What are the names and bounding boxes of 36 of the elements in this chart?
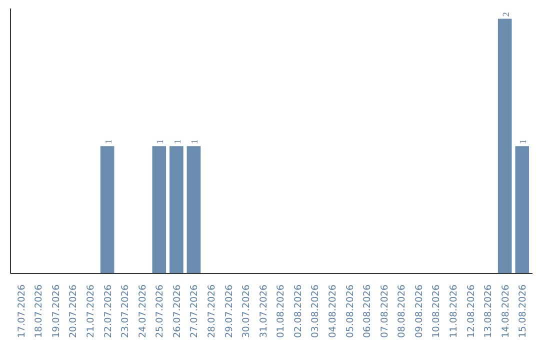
x-tick-label: 11.08.2026 bbox=[448, 284, 460, 338]
data-label: 1 bbox=[190, 139, 201, 144]
x-tick-label: 09.08.2026 bbox=[414, 284, 425, 338]
x-tick-label: 23.07.2026 bbox=[120, 284, 132, 338]
x-tick-label: 14.08.2026 bbox=[500, 284, 512, 338]
x-tick-label: 29.07.2026 bbox=[224, 284, 235, 338]
x-tick-label: 22.07.2026 bbox=[102, 284, 114, 338]
data-label: 1 bbox=[519, 139, 530, 144]
x-tick-label: 08.08.2026 bbox=[396, 284, 408, 338]
data-label: 2 bbox=[502, 12, 512, 17]
x-tick-label: 13.08.2026 bbox=[483, 284, 494, 338]
x-tick-label: 05.08.2026 bbox=[344, 284, 356, 338]
x-tick-label: 03.08.2026 bbox=[310, 284, 322, 338]
x-tick-label: 12.08.2026 bbox=[466, 284, 477, 338]
x-tick-label: 21.07.2026 bbox=[86, 284, 97, 338]
x-tick-label: 10.08.2026 bbox=[431, 284, 442, 338]
x-tick-label: 06.08.2026 bbox=[362, 284, 374, 338]
x-tick-label: 20.07.2026 bbox=[68, 284, 80, 338]
x-tick-label: 25.07.2026 bbox=[154, 284, 166, 338]
x-tick-label: 28.07.2026 bbox=[206, 284, 218, 338]
x-tick-label: 30.07.2026 bbox=[241, 284, 252, 338]
x-tick-label: 24.07.2026 bbox=[137, 284, 148, 338]
x-tick-label: 02.08.2026 bbox=[292, 284, 304, 338]
x-tick-label: 04.08.2026 bbox=[327, 284, 338, 338]
x-tick-label: 26.07.2026 bbox=[172, 284, 183, 338]
x-tick-label: 15.08.2026 bbox=[518, 284, 529, 338]
x-tick-label: 19.07.2026 bbox=[50, 284, 62, 338]
x-tick-label: 31.07.2026 bbox=[258, 284, 270, 338]
data-label: 1 bbox=[104, 139, 114, 144]
x-tick-label: 01.08.2026 bbox=[276, 284, 287, 338]
data-label: 1 bbox=[156, 139, 166, 144]
x-tick-label: 18.07.2026 bbox=[34, 284, 45, 338]
x-tick-label: 27.07.2026 bbox=[189, 284, 200, 338]
x-tick-label: 07.08.2026 bbox=[379, 284, 390, 338]
x-tick-label: 17.07.2026 bbox=[16, 284, 28, 338]
data-label: 1 bbox=[173, 139, 184, 144]
